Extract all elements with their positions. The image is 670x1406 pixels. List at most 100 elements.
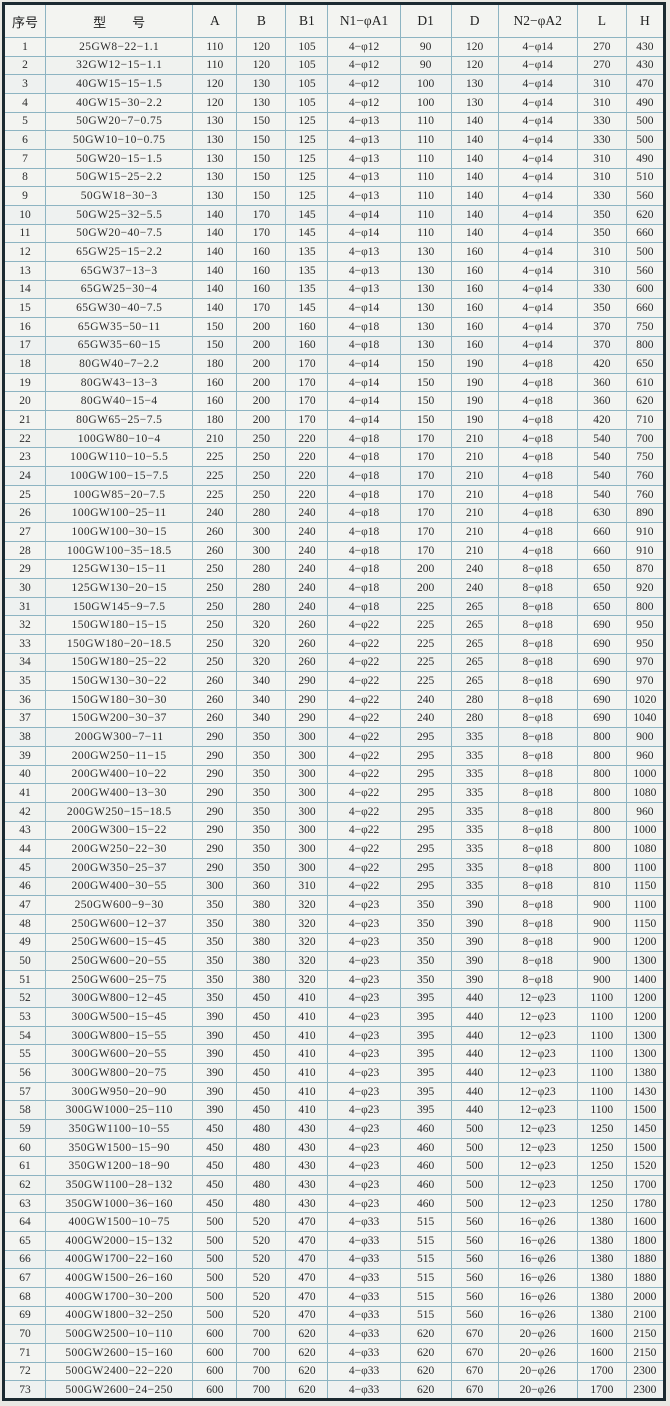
serial-cell: 67 [2,1268,47,1288]
value-cell: 350 [192,951,238,971]
value-cell: 210 [450,484,499,505]
value-cell: 8−φ18 [497,932,578,953]
table-row: 54 300GW800−15−55 390 450 410 4−φ23 395 440 12−φ… [2,1025,666,1046]
value-cell: 335 [450,801,499,822]
serial-cell: 39 [2,745,47,766]
value-cell: 750 [625,316,666,337]
value-cell: 700 [625,428,666,449]
value-cell: 120 [450,55,499,76]
value-cell: 145 [285,298,329,318]
value-cell: 335 [450,727,499,747]
value-cell: 125 [285,111,329,132]
value-cell: 170 [236,298,287,318]
value-cell: 12−φ23 [497,1081,578,1102]
value-cell: 4−φ22 [327,615,401,635]
table-row: 73 500GW2600−24−250 600 700 620 4−φ33 620 670 20… [2,1380,666,1400]
value-cell: 540 [576,447,627,468]
serial-cell: 21 [2,410,47,430]
value-cell: 4−φ23 [327,1175,401,1195]
value-cell: 160 [450,242,499,262]
table-row: 33 150GW180−20−18.5 250 320 260 4−φ22 225 265 8−… [2,634,666,654]
value-cell: 110 [399,167,452,188]
value-cell: 350 [236,764,287,785]
value-cell: 4−φ18 [327,540,401,561]
value-cell: 130 [399,242,452,262]
value-cell: 800 [625,596,666,617]
value-cell: 130 [192,148,238,169]
value-cell: 4−φ18 [497,540,578,561]
value-cell: 620 [399,1361,452,1382]
value-cell: 295 [399,857,452,878]
value-cell: 4−φ22 [327,764,401,785]
value-cell: 460 [399,1156,452,1177]
value-cell: 420 [576,410,627,430]
value-cell: 225 [192,466,238,486]
value-cell: 4−φ22 [327,820,401,841]
table-row: 34 150GW180−25−22 250 320 260 4−φ22 225 265 8−φ1… [2,652,666,673]
value-cell: 210 [450,503,499,524]
value-cell: 395 [399,1100,452,1121]
value-cell: 170 [399,503,452,524]
value-cell: 240 [285,578,329,598]
serial-cell: 72 [2,1361,47,1382]
column-header: N1−φA1 [327,3,401,38]
value-cell: 250 [192,615,238,635]
value-cell: 4−φ14 [497,279,578,300]
value-cell: 660 [576,522,627,542]
value-cell: 4−φ18 [497,484,578,505]
value-cell: 135 [285,260,329,281]
value-cell: 4−φ14 [497,55,578,76]
value-cell: 280 [236,578,287,598]
value-cell: 1380 [576,1286,627,1307]
table-row: 62 350GW1100−28−132 450 480 430 4−φ23 460 500 12… [2,1175,666,1195]
model-cell: 250GW600−9−30 [45,895,194,915]
value-cell: 500 [625,130,666,150]
value-cell: 4−φ14 [497,167,578,188]
value-cell: 350 [192,913,238,934]
value-cell: 160 [450,316,499,337]
serial-cell: 1 [2,37,47,57]
value-cell: 295 [399,727,452,747]
model-cell: 400GW1500−26−160 [45,1268,194,1288]
value-cell: 440 [450,1063,499,1083]
value-cell: 870 [625,559,666,580]
value-cell: 350 [576,204,627,225]
value-cell: 4−φ23 [327,913,401,934]
value-cell: 430 [285,1119,329,1139]
value-cell: 540 [576,466,627,486]
model-cell: 500GW2500−10−110 [45,1324,194,1344]
value-cell: 500 [192,1231,238,1251]
serial-cell: 68 [2,1286,47,1307]
value-cell: 430 [285,1156,329,1177]
serial-cell: 14 [2,279,47,300]
value-cell: 12−φ23 [497,1100,578,1121]
value-cell: 295 [399,783,452,803]
value-cell: 225 [399,652,452,673]
value-cell: 295 [399,839,452,859]
model-cell: 200GW300−15−22 [45,820,194,841]
value-cell: 4−φ13 [327,279,401,300]
value-cell: 500 [192,1249,238,1270]
value-cell: 4−φ22 [327,652,401,673]
model-cell: 100GW100−15−7.5 [45,466,194,486]
value-cell: 460 [399,1175,452,1195]
value-cell: 500 [450,1156,499,1177]
value-cell: 430 [625,55,666,76]
value-cell: 4−φ13 [327,167,401,188]
value-cell: 1520 [625,1156,666,1177]
value-cell: 130 [192,130,238,150]
value-cell: 800 [576,801,627,822]
value-cell: 440 [450,1007,499,1027]
value-cell: 200 [399,578,452,598]
value-cell: 4−φ33 [327,1342,401,1363]
table-row: 24 100GW100−15−7.5 225 250 220 4−φ18 170 210 4−φ… [2,466,666,486]
value-cell: 250 [192,652,238,673]
value-cell: 410 [285,988,329,1009]
value-cell: 410 [285,1007,329,1027]
value-cell: 8−φ18 [497,764,578,785]
value-cell: 260 [192,671,238,691]
value-cell: 265 [450,652,499,673]
value-cell: 280 [450,708,499,729]
